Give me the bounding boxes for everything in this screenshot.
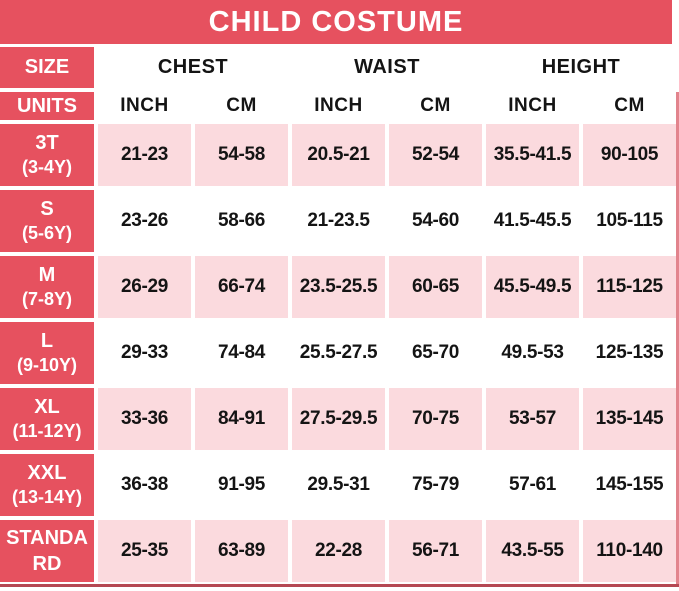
measurement-cell: 63-89 (195, 520, 288, 582)
size-name: STANDARD (6, 527, 88, 575)
row-size-cell: STANDARD (0, 520, 94, 582)
measurement-cell: 49.5-53 (486, 322, 579, 384)
measurement-cell: 74-84 (195, 322, 288, 384)
measurement-cell: 84-91 (195, 388, 288, 450)
size-age-range: (7-8Y) (21, 289, 72, 310)
measurement-cell: 35.5-41.5 (486, 124, 579, 186)
size-header-cell: SIZE (0, 47, 94, 88)
measurement-cell: 105-115 (583, 190, 676, 252)
measurement-cell: 36-38 (98, 454, 191, 516)
measurement-cell: 145-155 (583, 454, 676, 516)
measurement-cell: 125-135 (583, 322, 676, 384)
measurement-cell: 115-125 (583, 256, 676, 318)
measurement-cell: 25-35 (98, 520, 191, 582)
page-title: CHILD COSTUME (208, 5, 464, 38)
row-size-cell: L (9-10Y) (0, 322, 94, 384)
measurement-cell: 29-33 (98, 322, 191, 384)
measurement-cell: 66-74 (195, 256, 288, 318)
measurement-cell: 54-60 (389, 190, 482, 252)
waist-group-header: WAIST (292, 47, 482, 88)
size-age-range: (11-12Y) (12, 421, 82, 442)
height-cm-header: CM (583, 92, 676, 120)
measurement-cell: 20.5-21 (292, 124, 385, 186)
size-age-range: (3-4Y) (21, 157, 72, 178)
waist-inch-header: INCH (292, 92, 385, 120)
row-size-cell: M (7-8Y) (0, 256, 94, 318)
units-header-cell: UNITS (0, 92, 94, 120)
height-group-header: HEIGHT (486, 47, 676, 88)
table-right-border (676, 92, 679, 584)
title-banner: CHILD COSTUME (0, 0, 672, 44)
measurement-cell: 26-29 (98, 256, 191, 318)
measurement-cell: 60-65 (389, 256, 482, 318)
measurement-cell: 52-54 (389, 124, 482, 186)
size-name: S (40, 198, 54, 221)
size-name: 3T (35, 132, 59, 155)
measurement-cell: 45.5-49.5 (486, 256, 579, 318)
table-bottom-border (0, 584, 679, 587)
measurement-cell: 22-28 (292, 520, 385, 582)
row-size-cell: XXL (13-14Y) (0, 454, 94, 516)
size-age-range: (9-10Y) (16, 355, 78, 376)
measurement-cell: 29.5-31 (292, 454, 385, 516)
chest-inch-header: INCH (98, 92, 191, 120)
size-name: L (40, 330, 54, 353)
size-age-range: (13-14Y) (11, 487, 83, 508)
measurement-cell: 110-140 (583, 520, 676, 582)
row-size-cell: 3T (3-4Y) (0, 124, 94, 186)
row-size-cell: XL (11-12Y) (0, 388, 94, 450)
size-name: XXL (27, 462, 67, 485)
measurement-cell: 23.5-25.5 (292, 256, 385, 318)
measurement-cell: 41.5-45.5 (486, 190, 579, 252)
measurement-cell: 43.5-55 (486, 520, 579, 582)
chest-cm-header: CM (195, 92, 288, 120)
size-age-range: (5-6Y) (21, 223, 72, 244)
chest-group-header: CHEST (98, 47, 288, 88)
measurement-cell: 135-145 (583, 388, 676, 450)
measurement-cell: 58-66 (195, 190, 288, 252)
measurement-cell: 23-26 (98, 190, 191, 252)
measurement-cell: 21-23 (98, 124, 191, 186)
measurement-cell: 33-36 (98, 388, 191, 450)
measurement-cell: 27.5-29.5 (292, 388, 385, 450)
size-name: XL (34, 396, 60, 419)
measurement-cell: 91-95 (195, 454, 288, 516)
size-chart-table: SIZE CHEST WAIST HEIGHT UNITS INCH CM IN… (0, 47, 676, 582)
measurement-cell: 65-70 (389, 322, 482, 384)
measurement-cell: 56-71 (389, 520, 482, 582)
measurement-cell: 75-79 (389, 454, 482, 516)
waist-cm-header: CM (389, 92, 482, 120)
measurement-cell: 57-61 (486, 454, 579, 516)
height-inch-header: INCH (486, 92, 579, 120)
measurement-cell: 53-57 (486, 388, 579, 450)
row-size-cell: S (5-6Y) (0, 190, 94, 252)
measurement-cell: 25.5-27.5 (292, 322, 385, 384)
measurement-cell: 21-23.5 (292, 190, 385, 252)
measurement-cell: 90-105 (583, 124, 676, 186)
size-name: M (38, 264, 56, 287)
measurement-cell: 54-58 (195, 124, 288, 186)
measurement-cell: 70-75 (389, 388, 482, 450)
